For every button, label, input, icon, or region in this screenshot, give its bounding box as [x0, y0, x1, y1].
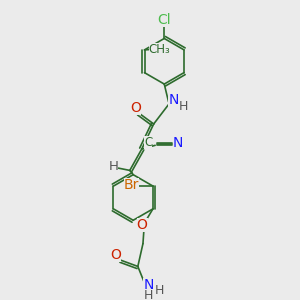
Text: CH₃: CH₃: [149, 43, 170, 56]
Text: N: N: [173, 136, 183, 150]
Text: O: O: [110, 248, 121, 262]
Text: C: C: [144, 136, 152, 149]
Text: N: N: [143, 278, 154, 292]
Text: H: H: [179, 100, 188, 113]
Text: O: O: [137, 218, 148, 233]
Text: H: H: [108, 160, 118, 173]
Text: H: H: [154, 284, 164, 297]
Text: Cl: Cl: [158, 13, 171, 27]
Text: H: H: [144, 289, 153, 300]
Text: Br: Br: [124, 178, 139, 192]
Text: O: O: [130, 101, 141, 115]
Text: N: N: [169, 93, 179, 107]
